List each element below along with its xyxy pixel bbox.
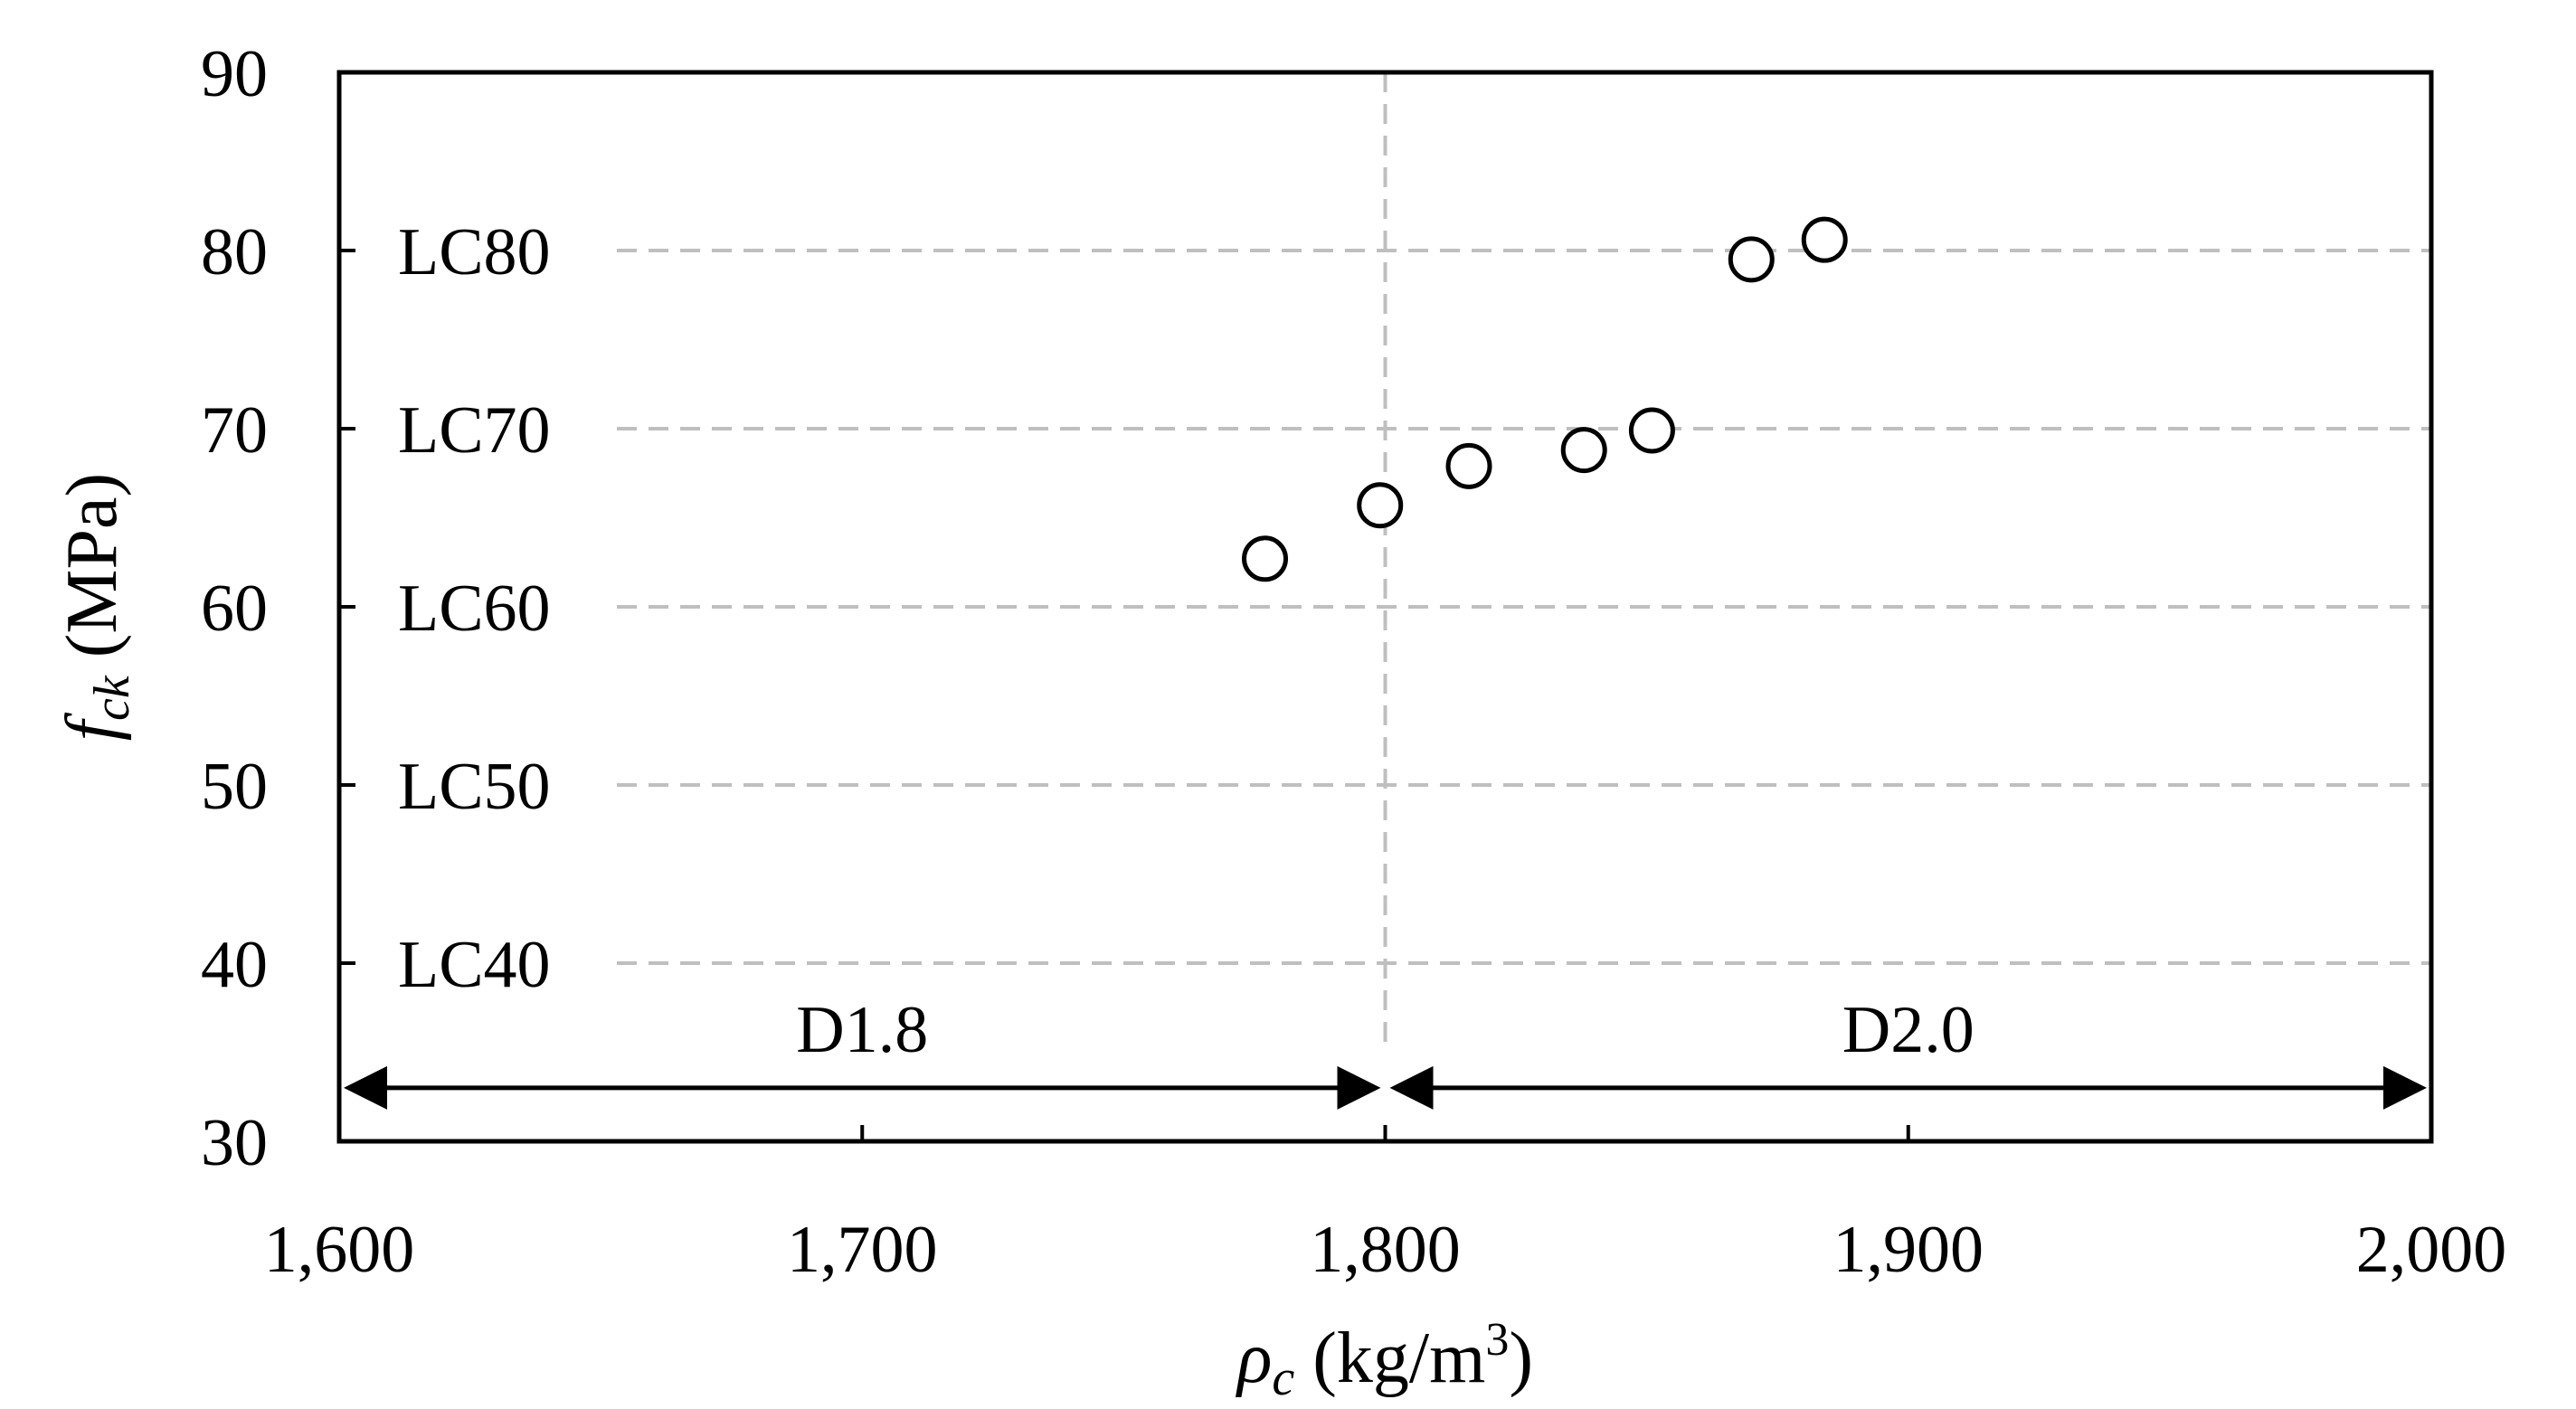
x-tick-label-1700: 1,700 — [787, 1213, 938, 1287]
density-class-label-d2-0: D2.0 — [1842, 993, 1975, 1067]
y-tick-label-30: 30 — [201, 1106, 268, 1180]
density-class-arrows — [344, 1065, 2427, 1110]
arrow-head-left-d1-8 — [344, 1065, 387, 1110]
arrow-head-right-d2-0 — [2383, 1065, 2427, 1110]
x-axis-symbol: ρ — [1235, 1319, 1272, 1398]
y-tick-label-90: 90 — [201, 37, 268, 111]
x-tick-label-1800: 1,800 — [1310, 1213, 1461, 1287]
y-axis-unit: (MPa) — [52, 473, 132, 676]
y-tick-label-40: 40 — [201, 928, 268, 1002]
x-axis-unit-open: (kg/m — [1294, 1319, 1485, 1398]
gridlines — [617, 72, 2431, 1045]
y-axis-subscript: ck — [84, 675, 140, 721]
data-point-2 — [1357, 482, 1404, 529]
arrow-head-right-d1-8 — [1337, 1065, 1381, 1110]
y-tick-label-60: 60 — [201, 572, 268, 646]
x-axis-unit-close: ) — [1509, 1319, 1533, 1398]
y-tick-label-50: 50 — [201, 750, 268, 824]
strength-class-label-lc40: LC40 — [398, 928, 551, 1002]
data-point-1 — [1242, 535, 1289, 582]
strength-class-label-lc50: LC50 — [398, 750, 551, 824]
x-axis-unit-superscript: 3 — [1485, 1314, 1509, 1366]
data-point-3 — [1445, 442, 1492, 489]
y-tick-label-80: 80 — [201, 215, 268, 289]
arrow-head-left-d2-0 — [1389, 1065, 1434, 1110]
strength-class-label-lc80: LC80 — [398, 215, 551, 289]
axis-labels: LC40 LC50 LC60 LC70 LC80 1,600 1,700 1,800 1,900… — [201, 37, 2506, 1287]
data-point-6 — [1728, 236, 1775, 283]
data-point-5 — [1628, 407, 1675, 454]
strength-class-label-lc60: LC60 — [398, 572, 551, 646]
x-tick-label-2000: 2,000 — [2356, 1213, 2507, 1287]
x-tick-label-1900: 1,900 — [1833, 1213, 1984, 1287]
x-axis-subscript: c — [1272, 1350, 1294, 1406]
axis-ticks — [337, 71, 2433, 1143]
strength-class-label-lc70: LC70 — [398, 393, 551, 468]
data-points — [1242, 216, 1848, 582]
data-point-4 — [1560, 427, 1607, 474]
data-point-7 — [1801, 216, 1848, 263]
y-tick-label-70: 70 — [201, 393, 268, 468]
x-tick-label-1600: 1,600 — [264, 1213, 415, 1287]
density-class-label-d1-8: D1.8 — [796, 993, 928, 1067]
y-axis-title: fck (MPa) — [52, 473, 140, 741]
x-axis-title: ρc (kg/m3) — [1235, 1314, 1533, 1406]
